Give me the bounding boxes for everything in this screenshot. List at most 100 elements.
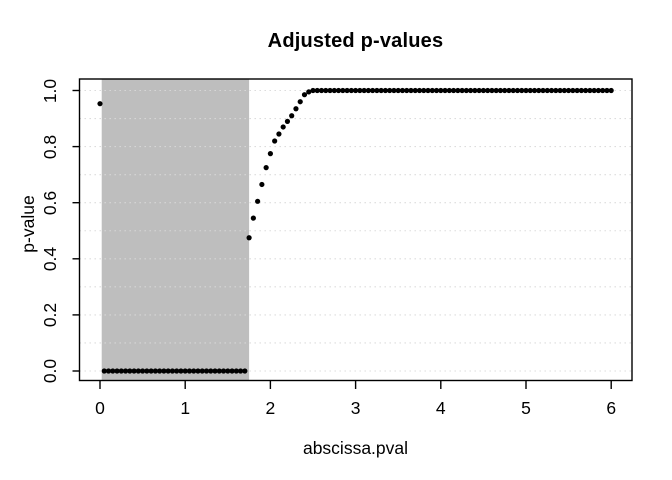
x-tick-label: 1 — [180, 398, 191, 418]
data-point — [587, 87, 593, 94]
data-point — [472, 87, 478, 94]
data-point — [608, 87, 614, 94]
data-point — [148, 368, 154, 374]
data-point — [416, 87, 423, 94]
data-point — [429, 87, 435, 94]
data-point — [446, 87, 452, 94]
x-tick-label: 6 — [606, 398, 617, 418]
data-point — [387, 87, 393, 94]
data-point — [301, 92, 308, 98]
data-point — [374, 87, 380, 94]
data-point — [114, 368, 120, 374]
data-point — [553, 87, 559, 94]
data-point — [412, 87, 418, 94]
data-point — [276, 131, 282, 137]
data-point — [433, 87, 440, 94]
data-point — [340, 87, 346, 94]
data-point — [161, 368, 167, 374]
data-point — [463, 87, 469, 94]
data-point — [391, 87, 397, 94]
shaded-band — [101, 79, 250, 381]
data-point — [519, 87, 525, 94]
data-point — [557, 87, 563, 94]
data-point — [220, 368, 227, 374]
data-point — [570, 87, 576, 94]
data-point — [510, 87, 516, 94]
x-tick-label: 4 — [435, 398, 446, 418]
data-point — [199, 368, 205, 374]
data-point — [485, 87, 491, 94]
plot-border-and-ticks — [72, 78, 633, 389]
data-point — [370, 87, 376, 94]
data-point — [404, 87, 410, 94]
data-point — [459, 87, 465, 94]
data-point — [237, 368, 244, 374]
data-point — [480, 87, 486, 94]
data-point — [527, 87, 533, 94]
shaded-region — [101, 79, 250, 381]
data-point — [195, 368, 201, 374]
data-point — [229, 368, 235, 374]
data-point — [97, 101, 103, 107]
x-tick-label: 3 — [350, 398, 361, 418]
data-point — [169, 368, 176, 374]
data-point — [395, 87, 401, 94]
data-point — [233, 368, 239, 374]
data-point — [523, 87, 529, 94]
data-point — [323, 87, 329, 94]
data-point — [455, 87, 461, 94]
data-point — [174, 368, 180, 374]
data-point — [438, 87, 444, 94]
data-point — [595, 87, 602, 94]
data-point — [476, 87, 482, 94]
data-point — [267, 151, 273, 157]
data-points — [97, 87, 614, 374]
data-point — [506, 87, 512, 94]
data-point — [314, 87, 320, 94]
data-point — [152, 368, 158, 374]
data-point — [421, 87, 427, 94]
y-tick-label: 1.0 — [40, 78, 60, 103]
chart-title: Adjusted p-values — [267, 30, 444, 52]
data-point — [289, 113, 295, 119]
data-point — [259, 181, 265, 188]
data-point — [310, 87, 316, 94]
data-point — [536, 87, 542, 94]
data-point — [135, 368, 141, 374]
data-point — [365, 87, 371, 94]
data-point — [157, 368, 163, 374]
data-point — [318, 87, 325, 94]
data-point — [425, 87, 431, 94]
data-point — [361, 87, 367, 94]
y-axis-label: p-value — [18, 195, 38, 253]
y-tick-label: 0.2 — [40, 302, 60, 328]
data-point — [297, 99, 303, 105]
data-point — [110, 368, 116, 374]
data-point — [493, 87, 499, 94]
data-point — [548, 87, 555, 94]
data-point — [208, 368, 214, 374]
data-point — [344, 87, 350, 94]
data-point — [255, 198, 261, 204]
data-point — [203, 368, 210, 374]
data-point — [591, 87, 597, 94]
data-point — [378, 87, 384, 94]
data-point — [216, 368, 222, 374]
x-axis-label: abscissa.pval — [302, 438, 409, 458]
data-point — [105, 368, 112, 374]
data-point — [353, 87, 359, 94]
data-point — [357, 87, 363, 94]
data-point — [442, 87, 448, 94]
data-point — [101, 368, 107, 374]
data-point — [497, 87, 504, 94]
data-point — [225, 368, 231, 374]
data-point — [489, 87, 495, 94]
data-point — [306, 89, 312, 95]
data-point — [561, 87, 567, 94]
data-point — [408, 87, 414, 94]
data-point — [191, 368, 197, 374]
data-point — [399, 87, 406, 94]
x-tick-label: 5 — [521, 398, 531, 418]
data-point — [122, 368, 129, 374]
data-point — [246, 235, 252, 241]
